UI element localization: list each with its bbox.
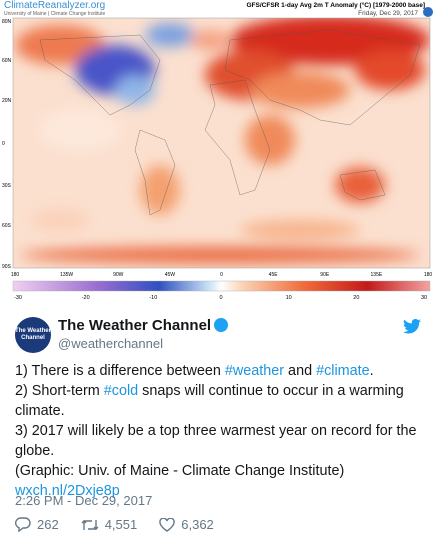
lon-label: 0: [220, 272, 223, 278]
lon-label: 180: [424, 272, 433, 278]
tweet-text: 3) 2017 will likely be a top three warme…: [15, 423, 417, 459]
colorbar-label: 20: [353, 295, 359, 301]
hashtag[interactable]: #cold: [103, 383, 139, 399]
twitter-logo[interactable]: [403, 319, 421, 334]
display-name-row: The Weather Channel: [58, 317, 229, 334]
lon-label: 45W: [165, 272, 176, 278]
tweet-line: 1) There is a difference between #weathe…: [15, 361, 425, 381]
tweet: The Weather Channel The Weather Channel …: [0, 305, 437, 543]
lon-label: 135E: [371, 272, 383, 278]
institution: University of Maine | Climate Change Ins…: [4, 11, 106, 17]
lon-label: 180: [11, 272, 20, 278]
verified-badge: [214, 318, 229, 332]
avatar[interactable]: The Weather Channel: [15, 317, 51, 353]
colorbar-label: 0: [219, 295, 222, 301]
tweet-text: (Graphic: Univ. of Maine - Climate Chang…: [15, 463, 345, 479]
lon-label: 90W: [113, 272, 124, 278]
map-title: GFS/CFSR 1-day Avg 2m T Anomaly (°C) [19…: [246, 1, 425, 9]
tweet-text: and: [284, 363, 317, 379]
info-icon[interactable]: [423, 7, 433, 17]
like-action[interactable]: 6,362: [159, 517, 214, 532]
colorbar: [12, 280, 431, 292]
reply-count: 262: [37, 517, 59, 532]
tweet-body: 1) There is a difference between #weathe…: [15, 361, 425, 501]
colorbar-label: 10: [286, 295, 292, 301]
map-date: Friday, Dec 29, 2017: [358, 10, 418, 17]
timestamp[interactable]: 2:26 PM - Dec 29, 2017: [15, 493, 153, 508]
map-frame: [12, 17, 431, 269]
lat-label: 30S: [2, 183, 12, 189]
hashtag[interactable]: #climate: [316, 363, 370, 379]
lat-label: 60S: [2, 223, 12, 229]
colorbar-label: -20: [82, 295, 90, 301]
display-name[interactable]: The Weather Channel: [58, 317, 212, 334]
tweet-text: .: [369, 363, 374, 379]
tweet-line: (Graphic: Univ. of Maine - Climate Chang…: [15, 461, 425, 481]
tweet-line: 3) 2017 will likely be a top three warme…: [15, 421, 425, 461]
map-field: [13, 18, 430, 268]
lon-label: 90E: [320, 272, 330, 278]
handle[interactable]: @weatherchannel: [58, 336, 163, 351]
lat-label: 80N: [2, 19, 12, 25]
lat-label: 0: [2, 141, 5, 147]
link[interactable]: wxch.nl/2Dxje8p: [15, 483, 120, 499]
brand: ClimateReanalyzer.org: [4, 0, 105, 11]
tweet-line: 2) Short-term #cold snaps will continue …: [15, 381, 425, 421]
colorbar-label: -10: [149, 295, 157, 301]
anomaly-map: ClimateReanalyzer.org University of Main…: [2, 0, 433, 301]
colorbar-label: -30: [14, 295, 22, 301]
lat-label: 90S: [2, 264, 12, 270]
lat-label: 60N: [2, 58, 12, 64]
actions: 262 4,551 6,362: [15, 517, 214, 532]
retweet-action[interactable]: 4,551: [81, 517, 138, 532]
retweet-count: 4,551: [104, 517, 138, 532]
colorbar-label: 30: [421, 295, 427, 301]
tweet-text: snaps will continue to occur in a warmin…: [15, 383, 404, 419]
tweet-text: 1) There is a difference between: [15, 363, 225, 379]
lon-label: 135W: [60, 272, 73, 278]
tweet-text: 2) Short-term: [15, 383, 104, 399]
lat-label: 20N: [2, 98, 12, 104]
hashtag[interactable]: #weather: [224, 363, 285, 379]
lon-label: 45E: [269, 272, 279, 278]
reply-action[interactable]: 262: [15, 517, 59, 532]
like-count: 6,362: [181, 517, 214, 532]
